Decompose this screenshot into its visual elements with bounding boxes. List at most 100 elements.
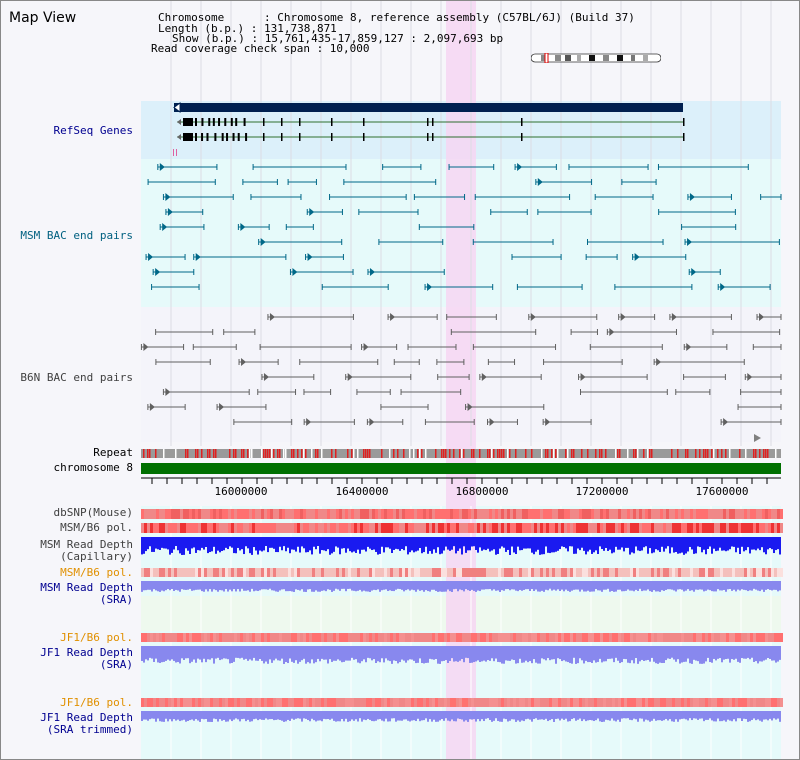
depth-bar [681,646,683,663]
heat-cell [312,523,315,533]
bac-arrow [580,373,586,381]
heat-cell [501,633,504,642]
depth-bar [749,537,751,554]
depth-bar [263,581,265,590]
depth-bar [373,581,375,590]
depth-bar [383,537,385,553]
depth-bar [335,646,337,661]
bac-arrow [240,223,246,231]
depth-bar [427,537,429,554]
repeat-track[interactable] [141,434,781,458]
depth-bar [635,646,637,659]
heat-cell [564,698,567,707]
repeat-element [413,449,415,458]
b6n-bac-track[interactable] [140,313,782,426]
repeat-element [497,449,499,458]
chromosome-bar[interactable] [141,463,781,474]
depth-bar [737,646,739,662]
depth-bar [777,581,779,592]
heat-cell [684,523,687,533]
depth-bar [239,581,241,592]
refseq-genes-track[interactable] [173,102,685,156]
heat-cell [168,523,171,533]
depth-bar [183,537,185,555]
depth-bar [409,537,411,553]
repeat-element [291,449,293,458]
depth-bar [509,581,511,591]
depth-bar [191,646,193,662]
repeat-element [739,449,741,458]
depth-bar [313,711,315,721]
depth-bar [459,537,461,549]
depth-bar [189,646,191,664]
track-label-msm-bac: MSM BAC end pairs [20,229,133,242]
depth-bar [593,646,595,661]
depth-bar [291,646,293,662]
heat-cell [198,633,201,642]
depth-bar [587,537,589,552]
chromosome-ideogram[interactable] [531,53,661,63]
depth-bar [185,711,187,722]
repeat-element [699,449,701,458]
depth-bar [709,581,711,591]
msm-bac-track[interactable] [145,163,782,291]
depth-bar [453,646,455,662]
depth-bar [657,581,659,592]
heat-cell [459,568,462,577]
heat-cell [405,633,408,642]
depth-bar [623,711,625,719]
depth-bar [307,581,309,590]
heat-cell [765,633,768,642]
depth-bar [339,581,341,591]
depth-bar [469,711,471,720]
heat-cell [507,568,510,577]
heat-cell [417,568,420,577]
depth-bar [449,581,451,592]
heat-cell [606,509,609,519]
depth-bar [701,646,703,664]
depth-bar [489,646,491,661]
heat-cell [483,509,486,519]
repeat-element [551,449,553,458]
depth-bar [649,537,651,549]
depth-bar [757,711,759,720]
heat-cell [342,568,345,577]
depth-tracks[interactable] [141,537,781,722]
heat-tracks[interactable] [141,509,783,707]
heat-cell [306,509,309,519]
heat-cell [162,509,165,519]
heat-cell [273,509,276,519]
depth-bar [529,581,531,591]
depth-bar [685,537,687,554]
depth-bar [697,581,699,590]
depth-bar [625,711,627,719]
depth-bar [769,646,771,659]
depth-bar [489,581,491,590]
heat-cell [609,568,612,577]
repeat-element [389,449,391,458]
depth-bar [657,646,659,664]
track-label-msm-b6-pol-2: MSM/B6 pol. [60,566,133,579]
depth-bar [319,581,321,592]
bac-arrow [159,163,165,171]
depth-bar [609,646,611,659]
heat-cell [771,509,774,519]
heat-cell [390,568,393,577]
heat-cell [759,509,762,519]
heat-cell [627,509,630,519]
depth-bar [443,537,445,551]
depth-bar [145,581,147,591]
depth-bar [217,581,219,592]
depth-bar [475,711,477,722]
depth-bar [457,711,459,719]
heat-cell [579,568,582,577]
depth-bar [461,646,463,660]
heat-cell [315,568,318,577]
depth-bar [597,581,599,591]
exon [212,118,215,126]
heat-cell [156,509,159,519]
heat-cell [336,633,339,642]
heat-cell [450,568,453,577]
heat-cell [780,509,783,519]
